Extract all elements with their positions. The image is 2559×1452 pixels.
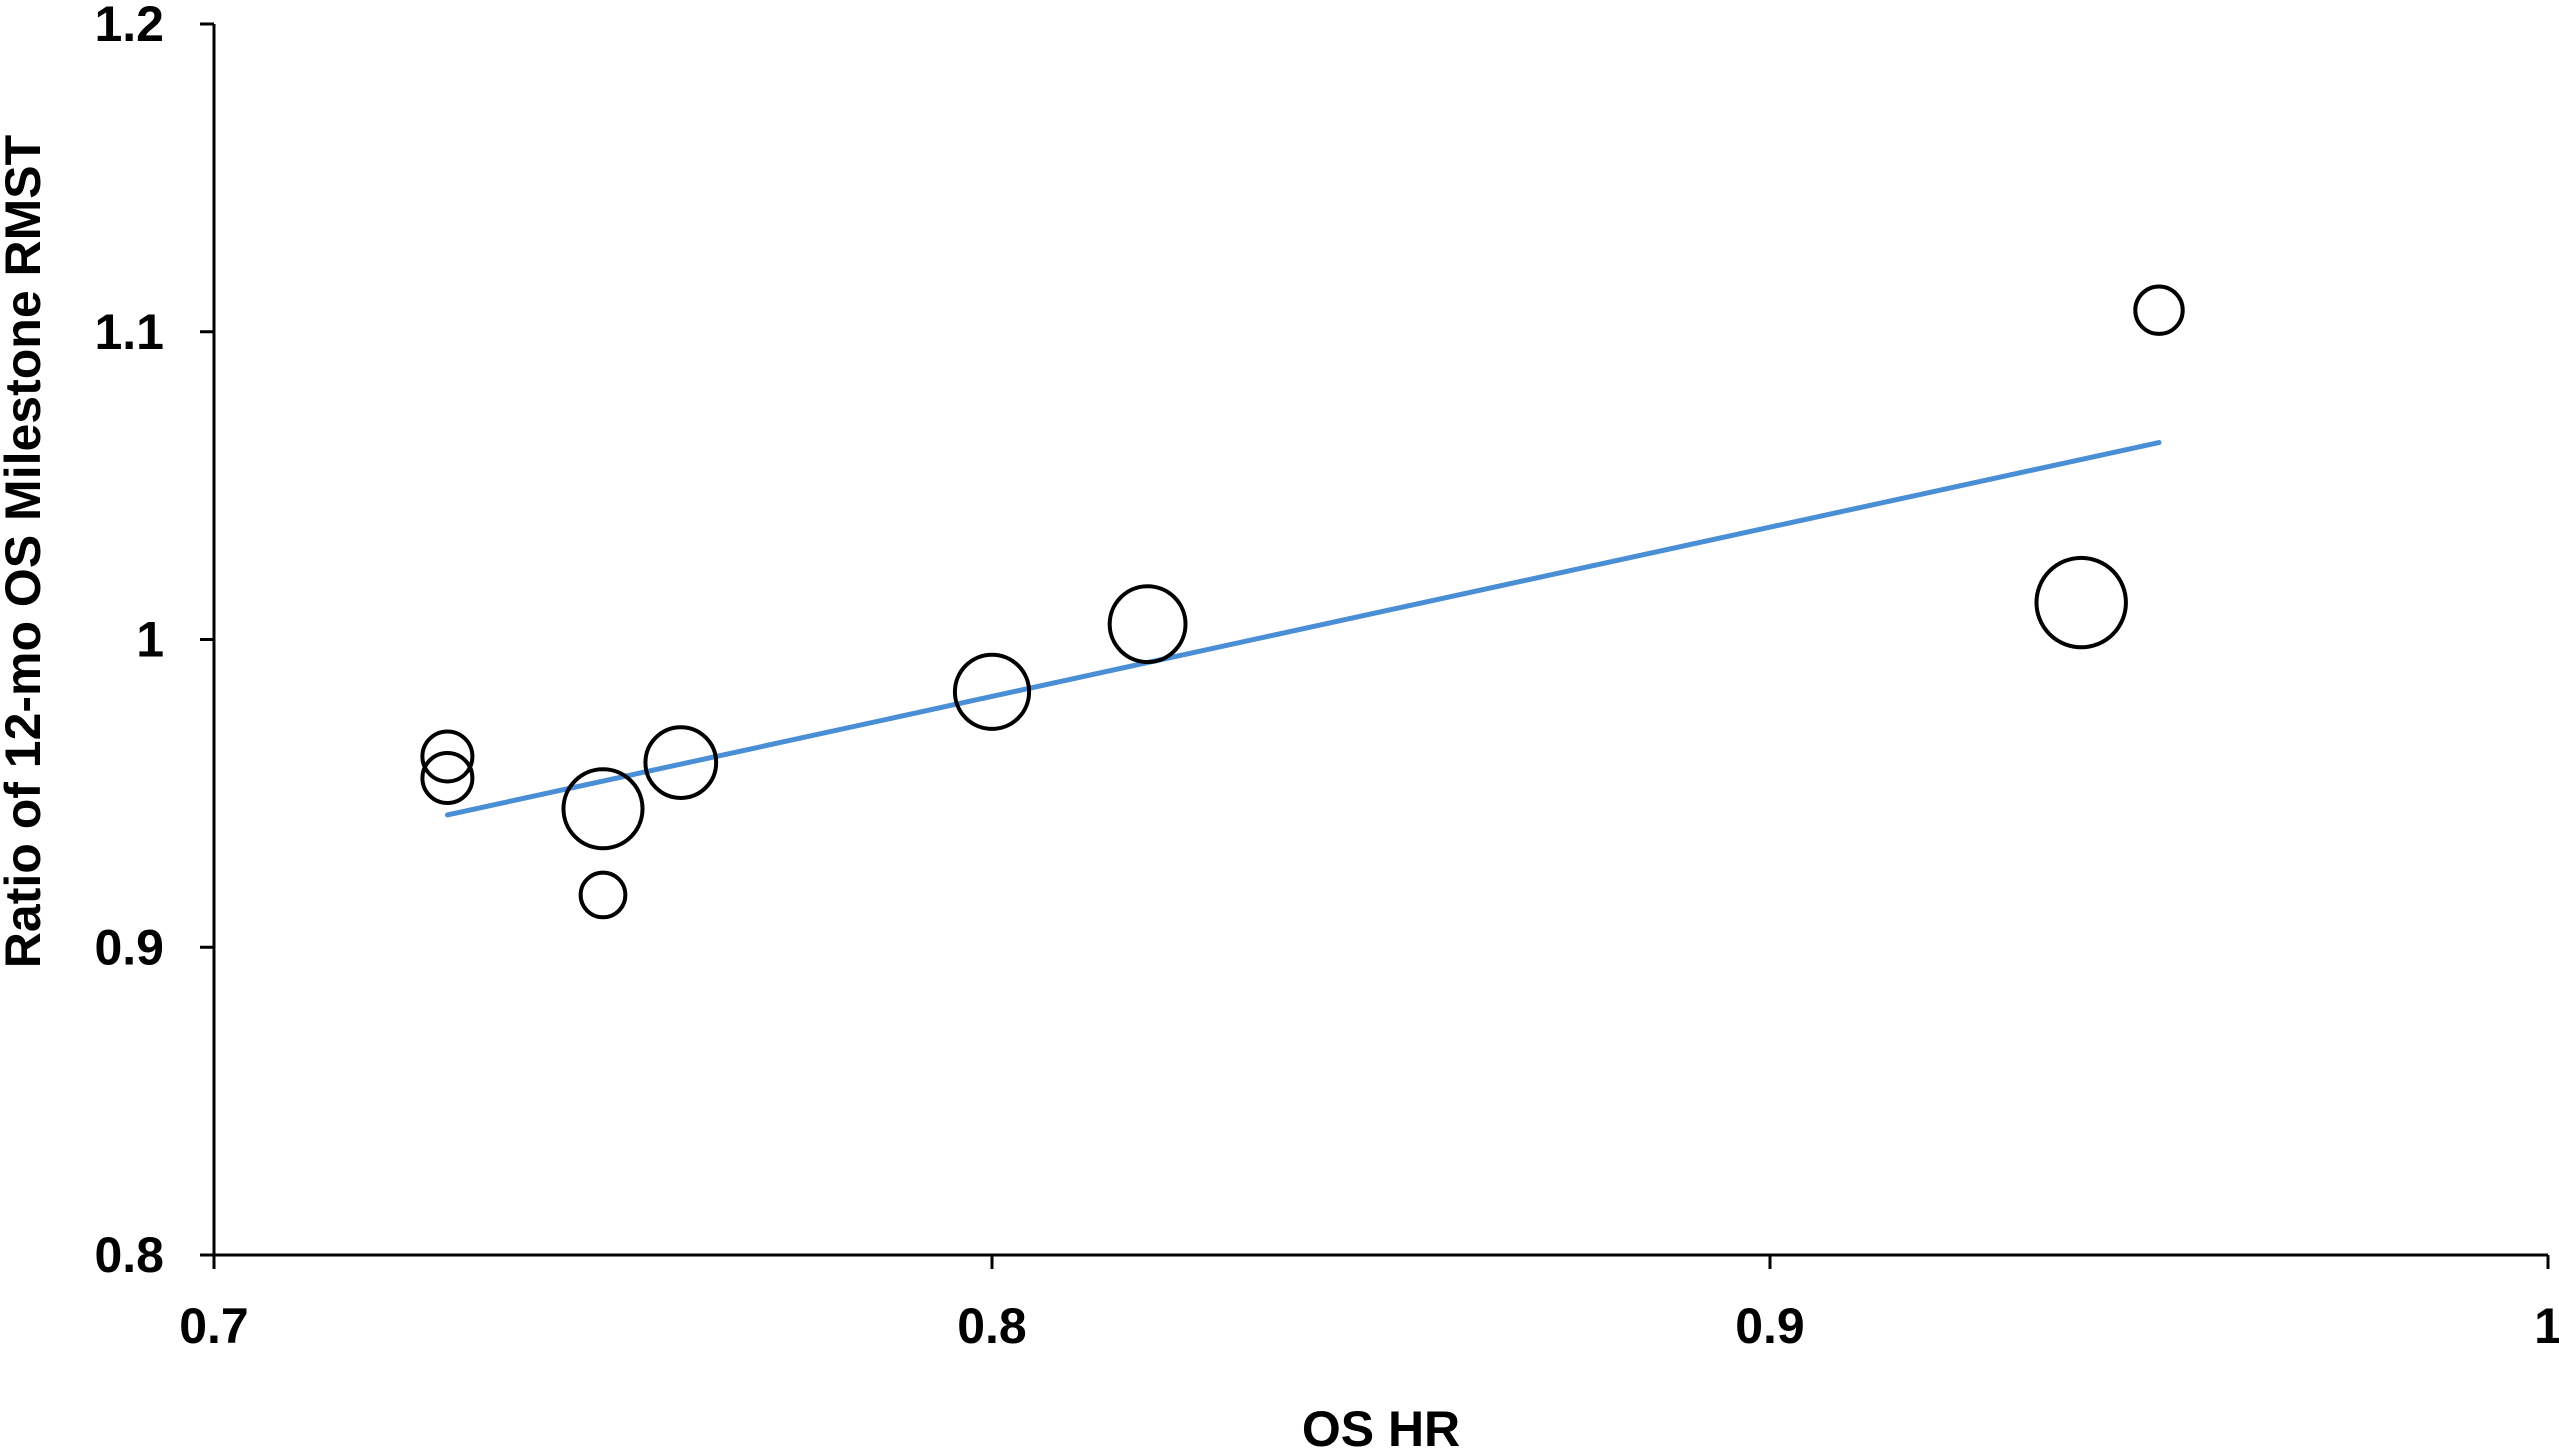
x-tick-label: 1: [2534, 1298, 2559, 1354]
y-tick-label: 1.1: [94, 304, 164, 360]
y-axis-title: Ratio of 12-mo OS Milestone RMST: [0, 135, 51, 968]
data-point: [420, 750, 475, 805]
x-tick-label: 0.9: [1735, 1298, 1805, 1354]
x-tick-label: 0.8: [957, 1298, 1027, 1354]
y-tick-label: 1.2: [94, 0, 164, 52]
data-point: [643, 725, 719, 800]
data-points: [420, 284, 2185, 920]
x-tick-label: 0.7: [179, 1298, 249, 1354]
data-point: [578, 870, 628, 920]
data-point: [420, 729, 475, 784]
data-point: [2034, 555, 2128, 650]
data-point: [1107, 584, 1188, 665]
data-point: [2133, 284, 2185, 336]
trendline: [444, 440, 2162, 818]
data-point: [952, 652, 1032, 731]
trendline-layer: [444, 440, 2162, 818]
data-point: [561, 767, 645, 851]
axis-ticks: 0.8 0.9 1 1.1 1.2 0.7 0.8 0.9 1: [94, 0, 2559, 1354]
y-tick-label: 0.9: [94, 919, 164, 975]
y-tick-label: 0.8: [94, 1227, 164, 1283]
y-tick-label: 1: [136, 612, 164, 668]
x-axis-title: OS HR: [1302, 1401, 1460, 1452]
axes: [212, 24, 2548, 1257]
